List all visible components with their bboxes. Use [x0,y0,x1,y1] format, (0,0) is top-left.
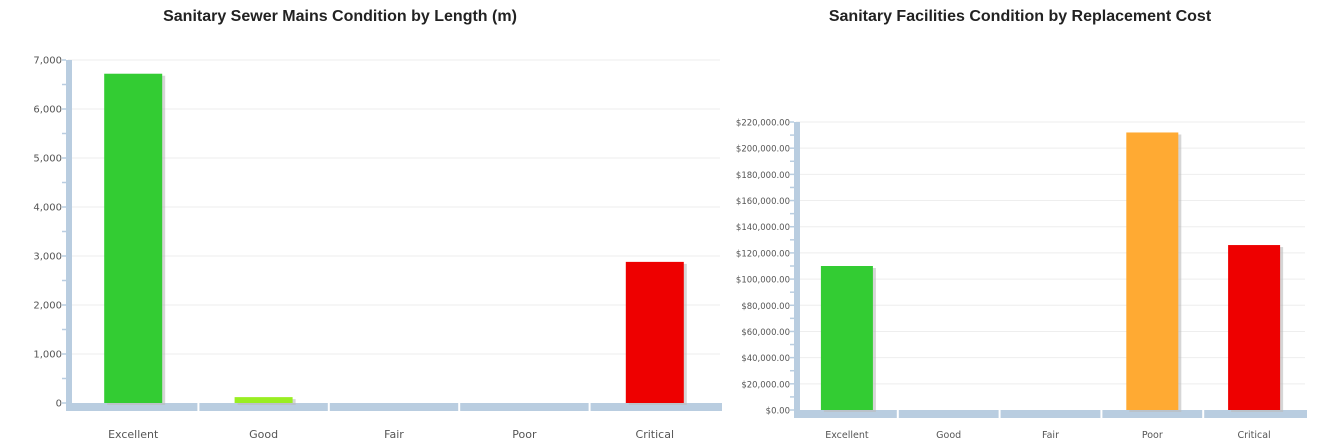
x-category-label: Excellent [825,430,869,441]
x-category-label: Fair [1042,430,1059,441]
x-category-label: Excellent [108,428,159,441]
y-tick-label: $80,000.00 [741,302,790,312]
bar-poor [1126,132,1179,411]
y-axis [66,60,72,411]
x-category-label: Poor [1142,430,1163,441]
y-tick-label: $180,000.00 [736,171,790,181]
x-category-label: Good [936,430,961,441]
y-tick-label: 0 [56,399,62,410]
x-category-label: Fair [384,428,404,441]
y-tick-label: $0.00 [766,407,790,417]
chart-2: $0.00 $20,000.00 $40,000.00 $60,000.00 $80,0… [736,119,1307,441]
x-axis [794,410,1307,418]
y-tick-label: 6,000 [33,105,62,116]
y-tick-label: $200,000.00 [736,145,790,155]
x-category-label: Critical [636,428,674,441]
y-tick-label: $220,000.00 [736,119,790,129]
chart-1: 0 1,000 2,000 3,000 4,000 5,000 6,000 7,000 Exce… [33,56,722,441]
y-tick-label: $160,000.00 [736,197,790,207]
x-axis [66,403,722,411]
y-tick-label: 5,000 [33,154,62,165]
chart-title-sewer-mains: Sanitary Sewer Mains Condition by Length… [163,8,517,25]
y-tick-label: $120,000.00 [736,249,790,259]
bar-critical [625,261,684,403]
chart-title-facilities: Sanitary Facilities Condition by Replace… [828,8,1212,25]
y-tick-label: 4,000 [33,203,62,214]
bar-excellent [820,266,873,410]
y-tick-label: $140,000.00 [736,223,790,233]
y-tick-label: $100,000.00 [736,276,790,286]
x-category-label: Critical [1237,430,1270,441]
y-tick-label: $60,000.00 [741,328,790,338]
y-tick-label: 1,000 [33,350,62,361]
bar-excellent [104,73,163,403]
y-tick-label: 2,000 [33,301,62,312]
x-category-label: Poor [512,428,537,441]
x-category-label: Good [249,428,278,441]
bar-critical [1228,245,1281,410]
y-tick-label: 3,000 [33,252,62,263]
y-axis [794,122,800,418]
y-tick-label: 7,000 [33,56,62,67]
y-tick-label: $40,000.00 [741,354,790,364]
y-tick-label: $20,000.00 [741,380,790,390]
bar-good [234,397,293,403]
